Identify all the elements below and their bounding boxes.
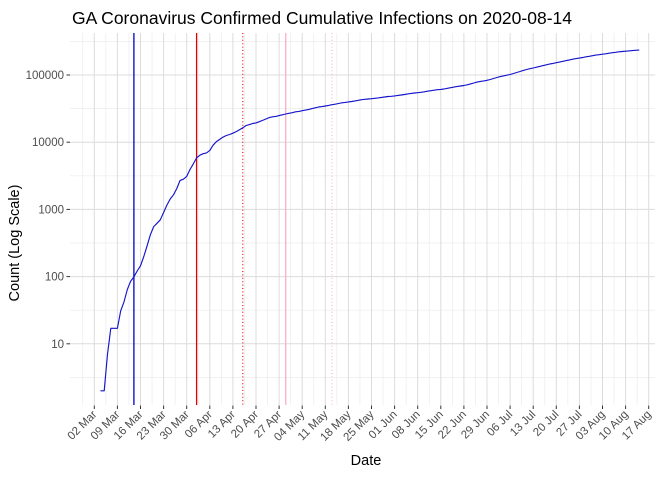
y-tick-label: 10000 xyxy=(32,137,64,149)
series-line xyxy=(100,49,640,392)
y-tick-label: 100000 xyxy=(26,70,64,82)
y-axis-title: Count (Log Scale) xyxy=(7,184,23,302)
y-tick-label: 100 xyxy=(45,272,64,284)
y-tick-label: 10 xyxy=(51,339,64,351)
plot-title: GA Coronavirus Confirmed Cumulative Infe… xyxy=(72,8,572,28)
x-axis-title: Date xyxy=(350,453,382,469)
x-tick-label: 13 Jul xyxy=(508,409,538,439)
y-tick-label: 1000 xyxy=(38,204,64,216)
